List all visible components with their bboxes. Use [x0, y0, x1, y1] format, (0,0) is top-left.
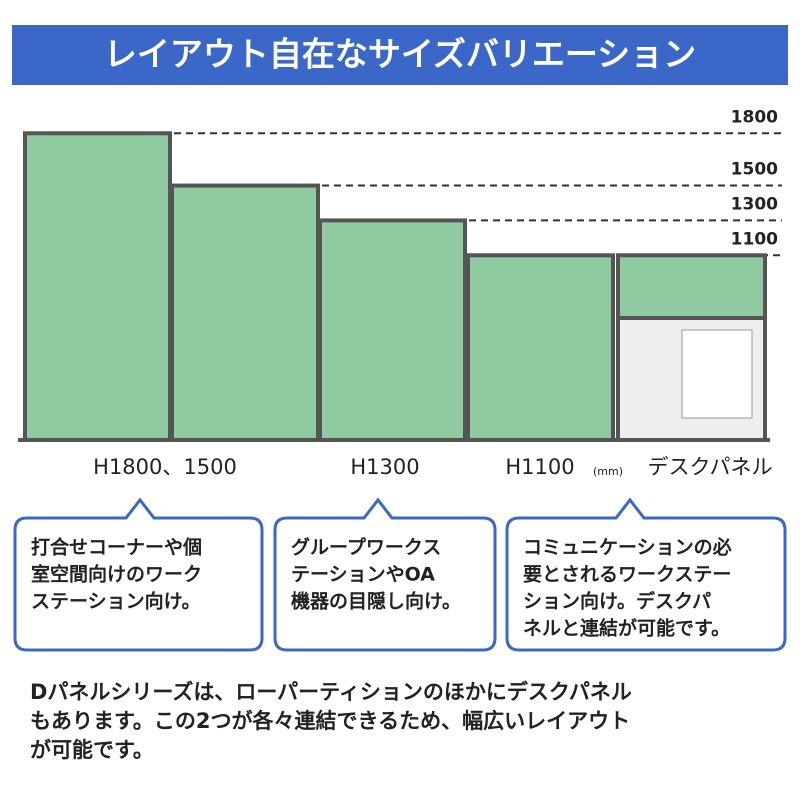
footer-text: が可能です。 [30, 738, 154, 762]
panel [466, 253, 615, 442]
callout-text: ネルと連結が可能です。 [523, 617, 730, 640]
header-bar [12, 25, 788, 85]
header-title: レイアウト自在なサイズバリエーション [104, 35, 696, 74]
panel-label: H1100 [505, 455, 574, 479]
panel-label: デスクパネル [648, 455, 773, 479]
footer-text: Dパネルシリーズは、ローパーティションのほかにデスクパネル [30, 680, 632, 704]
callout-text: グループワークス [291, 536, 441, 559]
callout-text: 室空間向けのワーク [31, 563, 202, 586]
unit-label: (mm) [593, 465, 623, 478]
callout-box [505, 497, 787, 652]
callout-text: テーションやOA [291, 564, 435, 586]
footer-text: もあります。この2つが各々連結できるため、幅広いレイアウト [30, 709, 630, 733]
callout-text: ション向け。デスクパ [523, 590, 711, 613]
callout-text: 機器の目隠し向け。 [291, 590, 461, 613]
height-label: 1100 [731, 229, 778, 249]
desk-panel [616, 253, 767, 321]
panel-label: H1800、1500 [93, 455, 237, 479]
panel-label: H1300 [350, 455, 419, 479]
callout-box [13, 497, 264, 652]
panel [23, 131, 172, 442]
callout-text: ステーション向け。 [31, 590, 201, 613]
panel [170, 183, 320, 442]
height-label: 1500 [731, 160, 778, 180]
height-label: 1800 [731, 107, 778, 127]
callout-box [273, 497, 497, 652]
callout-text: 要とされるワークステー [523, 564, 731, 586]
height-label: 1300 [731, 194, 778, 214]
callout-text: コミュニケーションの必 [523, 536, 732, 559]
desk-opening [681, 329, 753, 419]
callout-text: 打合せコーナーや個 [31, 536, 202, 559]
panel [318, 218, 467, 442]
